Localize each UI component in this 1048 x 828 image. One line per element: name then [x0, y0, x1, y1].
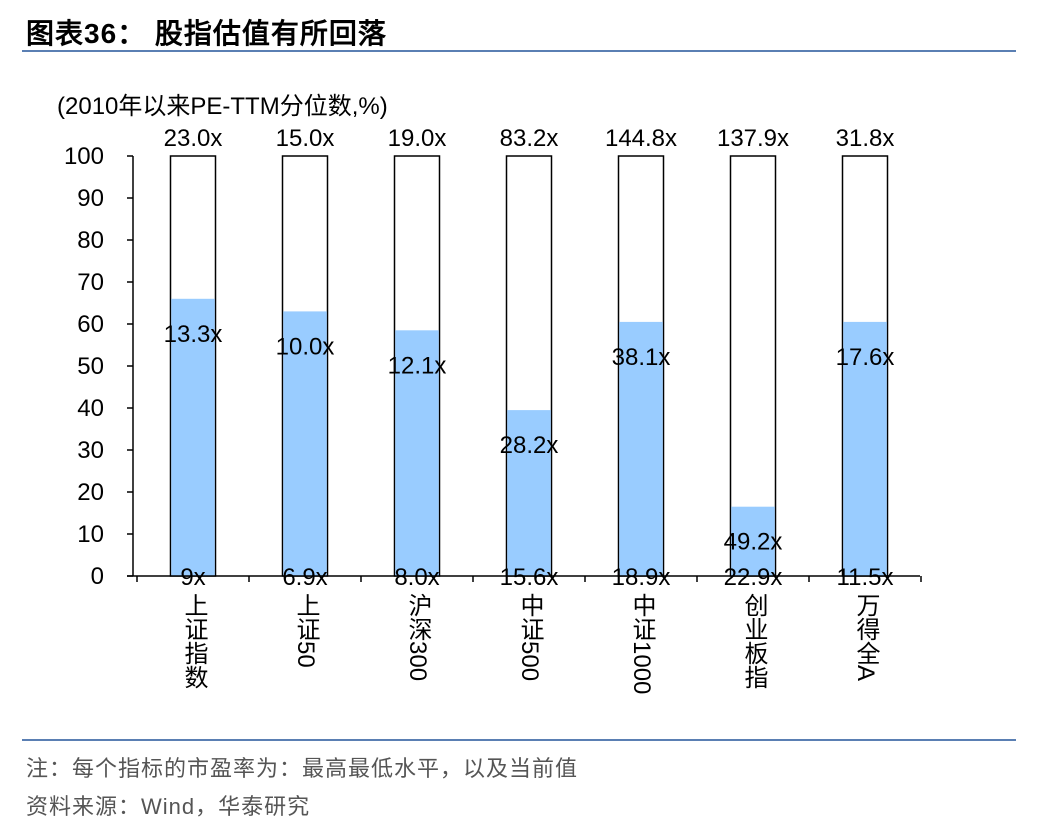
y-tick-label: 100: [64, 143, 104, 170]
y-tick-label: 90: [77, 185, 104, 212]
min-pe-label: 6.9x: [282, 564, 327, 591]
y-tick-label: 80: [77, 227, 104, 254]
bar-percentile: [395, 330, 439, 576]
max-pe-label: 31.8x: [836, 125, 895, 152]
y-tick-label: 0: [91, 563, 104, 590]
x-tick-label: 中证500: [516, 593, 543, 682]
max-pe-label: 15.0x: [276, 125, 335, 152]
max-pe-label: 144.8x: [605, 125, 677, 152]
bar-percentile: [731, 506, 775, 576]
bar-percentile: [619, 321, 663, 576]
x-tick-label: 上证指数: [180, 593, 207, 689]
current-pe-label: 17.6x: [836, 344, 895, 371]
x-tick-label: 万得全A: [852, 593, 879, 682]
current-pe-label: 49.2x: [724, 529, 783, 556]
y-tick-label: 50: [77, 353, 104, 380]
bar-percentile: [507, 410, 551, 576]
min-pe-label: 22.9x: [724, 564, 783, 591]
min-pe-label: 9x: [180, 564, 205, 591]
min-pe-label: 11.5x: [837, 564, 894, 591]
y-axis-unit-label: (2010年以来PE-TTM分位数,%): [57, 93, 388, 120]
y-tick-label: 60: [77, 311, 104, 338]
x-tick-label: 创业板指: [740, 593, 767, 689]
current-pe-label: 13.3x: [164, 321, 223, 348]
title-divider: [22, 50, 1016, 52]
current-pe-label: 28.2x: [500, 432, 559, 459]
max-pe-label: 83.2x: [500, 125, 559, 152]
current-pe-label: 38.1x: [612, 344, 671, 371]
x-tick-label: 中证1000: [628, 593, 655, 695]
bar-percentile: [283, 311, 327, 576]
min-pe-label: 15.6x: [500, 564, 559, 591]
footer-divider: [22, 739, 1016, 741]
source-note: 资料来源：Wind，华泰研究: [26, 794, 311, 819]
y-tick-label: 30: [77, 437, 104, 464]
y-tick-label: 20: [77, 479, 104, 506]
max-pe-label: 19.0x: [388, 125, 447, 152]
x-tick-label: 上证50: [292, 593, 319, 668]
min-pe-label: 18.9x: [612, 564, 671, 591]
bar-percentile: [843, 321, 887, 576]
current-pe-label: 10.0x: [276, 333, 335, 360]
page-title: 图表36： 股指估值有所回落: [26, 18, 387, 49]
max-pe-label: 23.0x: [164, 125, 223, 152]
max-pe-label: 137.9x: [717, 125, 789, 152]
current-pe-label: 12.1x: [388, 352, 447, 379]
bar-percentile: [171, 298, 215, 576]
x-tick-label: 沪深300: [404, 593, 431, 682]
y-tick-label: 70: [77, 269, 104, 296]
y-tick-label: 10: [77, 521, 104, 548]
footnote: 注：每个指标的市盈率为：最高最低水平，以及当前值: [26, 756, 579, 781]
bar-range-outline: [729, 155, 777, 577]
min-pe-label: 8.0x: [394, 564, 439, 591]
y-tick-label: 40: [77, 395, 104, 422]
